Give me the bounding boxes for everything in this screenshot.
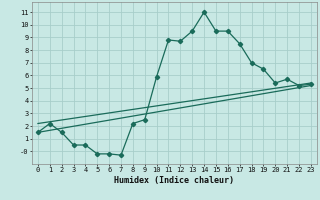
X-axis label: Humidex (Indice chaleur): Humidex (Indice chaleur): [115, 176, 234, 185]
